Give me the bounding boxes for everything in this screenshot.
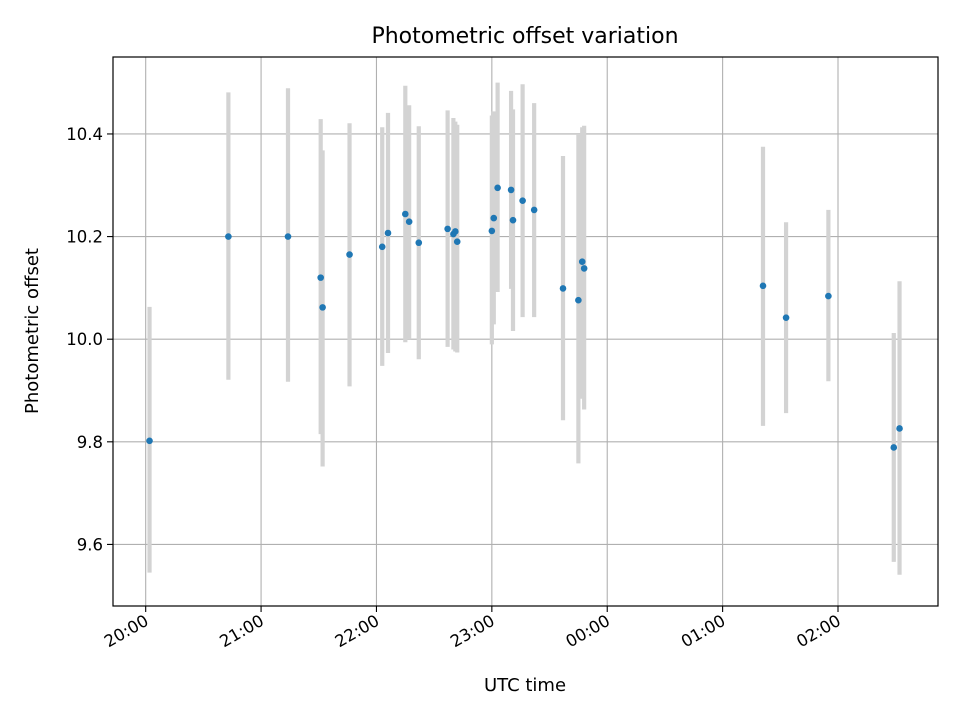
y-tick-label: 10.2 <box>66 228 103 247</box>
data-point <box>490 214 498 222</box>
y-tick-label: 10.4 <box>66 125 103 144</box>
data-point <box>444 225 451 233</box>
x-tick-label: 20:00 <box>101 611 152 651</box>
data-point <box>319 304 326 311</box>
data-point <box>578 258 586 266</box>
data-point <box>494 184 501 192</box>
data-point <box>782 314 790 321</box>
data-point <box>378 243 386 251</box>
error-bars <box>147 82 902 575</box>
data-point <box>453 238 461 246</box>
data-point <box>507 186 515 194</box>
data-point <box>346 251 353 258</box>
chart-title: Photometric offset variation <box>371 24 678 49</box>
data-point <box>509 216 517 224</box>
grid-lines <box>113 57 938 606</box>
x-axis-label: UTC time <box>484 675 566 696</box>
data-point <box>317 274 324 281</box>
data-point <box>519 197 526 204</box>
data-point <box>890 444 898 451</box>
y-axis-label: Photometric offset <box>22 248 43 414</box>
data-point <box>488 227 496 235</box>
data-point <box>759 282 767 290</box>
x-axis-ticks: 20:00 21:00 22:00 23:00 00:00 01:00 02:00 <box>101 606 844 651</box>
data-point <box>384 229 392 237</box>
data-point <box>559 285 567 292</box>
data-point <box>896 425 903 432</box>
x-tick-label: 22:00 <box>332 611 383 651</box>
x-tick-label: 23:00 <box>447 611 498 651</box>
x-tick-label: 02:00 <box>793 611 844 651</box>
data-point <box>575 296 582 304</box>
data-point <box>415 239 423 247</box>
data-point <box>530 206 538 214</box>
data-point <box>580 265 588 272</box>
data-points <box>146 184 903 451</box>
data-point <box>225 233 232 240</box>
x-tick-label: 21:00 <box>216 611 267 651</box>
x-tick-label: 01:00 <box>678 611 729 651</box>
y-tick-label: 9.8 <box>77 433 103 452</box>
data-point <box>452 228 459 235</box>
data-point <box>405 218 413 225</box>
y-axis-ticks: 9.6 9.8 10.0 10.2 10.4 <box>66 125 113 554</box>
x-tick-label: 00:00 <box>563 611 614 651</box>
data-point <box>284 233 292 240</box>
data-point <box>146 437 153 445</box>
data-point <box>825 292 832 300</box>
plot-frame <box>112 56 939 607</box>
y-tick-label: 10.0 <box>66 330 103 349</box>
y-tick-label: 9.6 <box>77 535 103 554</box>
data-point <box>402 210 409 218</box>
